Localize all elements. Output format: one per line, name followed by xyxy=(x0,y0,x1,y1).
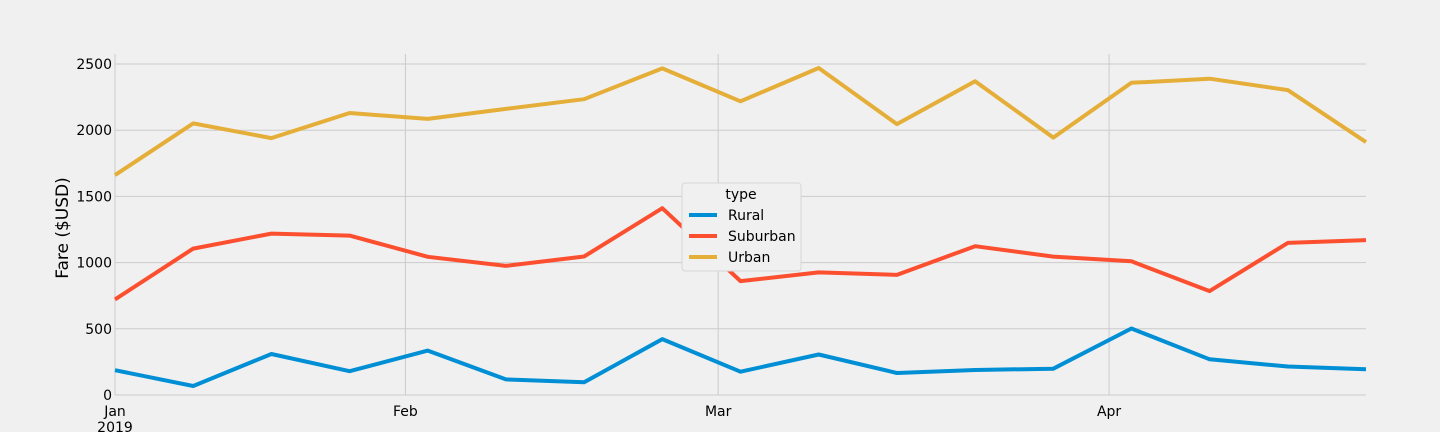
legend-title: type xyxy=(725,187,756,203)
series-line-urban xyxy=(113,66,1368,177)
legend-label-urban: Urban xyxy=(728,250,770,266)
legend: type Rural Suburban Urban xyxy=(681,182,802,272)
series-line-suburban xyxy=(113,206,1367,302)
y-tick-label: 500 xyxy=(85,322,112,338)
y-axis-ticks: 0 500 1000 1500 2000 2500 xyxy=(76,57,112,404)
y-tick-label: 2000 xyxy=(76,123,112,139)
legend-entries: Rural Suburban Urban xyxy=(689,208,796,266)
x-tick-label: Jan xyxy=(103,404,126,420)
x-tick-label: Feb xyxy=(393,404,418,420)
y-tick-label: 0 xyxy=(103,388,112,404)
legend-label-rural: Rural xyxy=(728,208,764,224)
y-axis-label: Fare ($USD) xyxy=(53,177,73,279)
x-tick-label: Mar xyxy=(705,404,732,420)
y-tick-label: 2500 xyxy=(76,57,112,73)
legend-label-suburban: Suburban xyxy=(728,229,796,245)
x-tick-label: Apr xyxy=(1097,404,1121,420)
y-tick-label: 1500 xyxy=(76,189,112,205)
y-tick-label: 1000 xyxy=(76,256,112,272)
series-lines xyxy=(113,66,1368,388)
legend-box xyxy=(681,182,802,272)
x-tick-sublabel: 2019 xyxy=(97,420,133,432)
series-line-rural xyxy=(114,326,1367,388)
